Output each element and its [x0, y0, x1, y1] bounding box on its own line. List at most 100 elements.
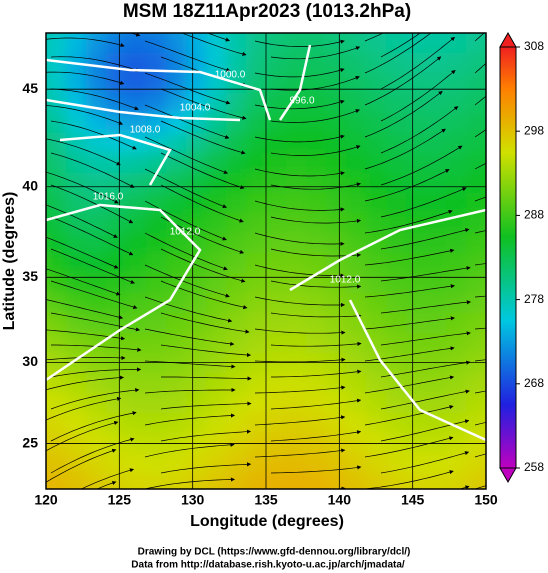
streamline [160, 462, 252, 474]
y-tick-label: 40 [22, 177, 38, 193]
field-cell [446, 113, 467, 134]
field-cell [326, 413, 347, 434]
field-cell [246, 53, 267, 74]
streamline [46, 396, 122, 421]
field-cell [206, 93, 227, 114]
field-cell [306, 133, 327, 154]
streamline [364, 248, 455, 266]
field-cell [86, 273, 107, 294]
field-cell [186, 173, 207, 194]
field-cell [46, 273, 67, 294]
streamline [364, 436, 454, 458]
streamline [50, 56, 140, 72]
field-cell [106, 293, 127, 314]
field-cell [166, 193, 187, 214]
isobar [46, 98, 241, 122]
field-cell [86, 313, 107, 334]
field-cell [186, 73, 207, 94]
streamline [364, 470, 454, 489]
field-cell [46, 193, 67, 214]
streamline [144, 232, 228, 271]
field-cell [446, 73, 467, 94]
field-cell [466, 413, 486, 434]
contour-label: 1012.0 [170, 227, 201, 238]
field-cell [226, 153, 247, 174]
field-cell [186, 33, 207, 54]
field-cell [126, 413, 147, 434]
field-cell [106, 113, 127, 134]
field-cell [286, 153, 307, 174]
field-cell [426, 353, 447, 374]
streamline [270, 182, 361, 190]
colorbar-tick-label: 258 [524, 460, 544, 474]
field-cell [366, 133, 387, 154]
field-cell [426, 513, 447, 534]
field-cell [366, 413, 387, 434]
footer-line: Drawing by DCL (https://www.gfd-dennou.o… [138, 547, 411, 558]
colorbar-tick-label: 278 [524, 292, 544, 306]
contour-label: 1012.0 [330, 275, 361, 286]
field-cell [106, 233, 127, 254]
x-tick-label: 125 [108, 492, 132, 508]
field-cell [466, 513, 487, 534]
field-cell [366, 453, 387, 474]
field-cell [146, 293, 167, 314]
field-cell [466, 113, 486, 134]
streamline [254, 328, 346, 335]
field-cell [326, 333, 347, 354]
streamline [46, 171, 119, 204]
field-cell [386, 513, 407, 534]
x-tick-label: 150 [474, 492, 498, 508]
streamline [364, 316, 455, 330]
field-cell [426, 113, 447, 134]
footer-line: Data from http://database.rish.kyoto-u.a… [131, 560, 405, 571]
isobar [59, 133, 172, 186]
field-cell [286, 273, 307, 294]
field-cell [426, 133, 447, 154]
streamline [271, 369, 362, 378]
field-cell [106, 453, 127, 474]
y-tick-label: 25 [22, 434, 38, 450]
streamline [46, 105, 124, 125]
field-cell [86, 373, 107, 394]
streamline [46, 37, 125, 48]
field-cell [146, 53, 167, 74]
x-tick-label: 140 [328, 492, 352, 508]
field-cell [86, 473, 107, 489]
field-cell [426, 253, 447, 274]
field-cell [126, 373, 147, 394]
field-cell [446, 313, 467, 334]
field-cell [206, 293, 227, 314]
field-cell [306, 353, 327, 374]
field-cell [386, 473, 407, 489]
streamline [254, 448, 346, 458]
field-cell [446, 353, 467, 374]
field-cell [326, 453, 347, 474]
field-cell [46, 293, 67, 314]
field-cell [66, 393, 87, 414]
field-cell [366, 93, 387, 114]
field-cell [66, 413, 87, 434]
field-cell [106, 353, 127, 374]
field-cell [366, 493, 387, 514]
x-tick-label: 145 [401, 492, 425, 508]
field-cell [466, 193, 486, 214]
field-cell [346, 413, 367, 434]
streamline [160, 344, 252, 358]
field-cell [426, 93, 447, 114]
field-cell [386, 133, 407, 154]
field-cell [446, 33, 467, 54]
field-cell [106, 93, 127, 114]
field-cell [326, 33, 347, 54]
field-cell [366, 513, 387, 534]
streamline [144, 200, 227, 241]
streamline [144, 136, 229, 174]
field-cell [406, 313, 427, 334]
field-cell [106, 473, 127, 489]
field-cell [106, 313, 127, 334]
isobar [289, 208, 486, 292]
field-cell [146, 453, 167, 474]
field-cell [246, 373, 267, 394]
field-cell [446, 333, 467, 354]
x-tick-label: 120 [34, 492, 58, 508]
